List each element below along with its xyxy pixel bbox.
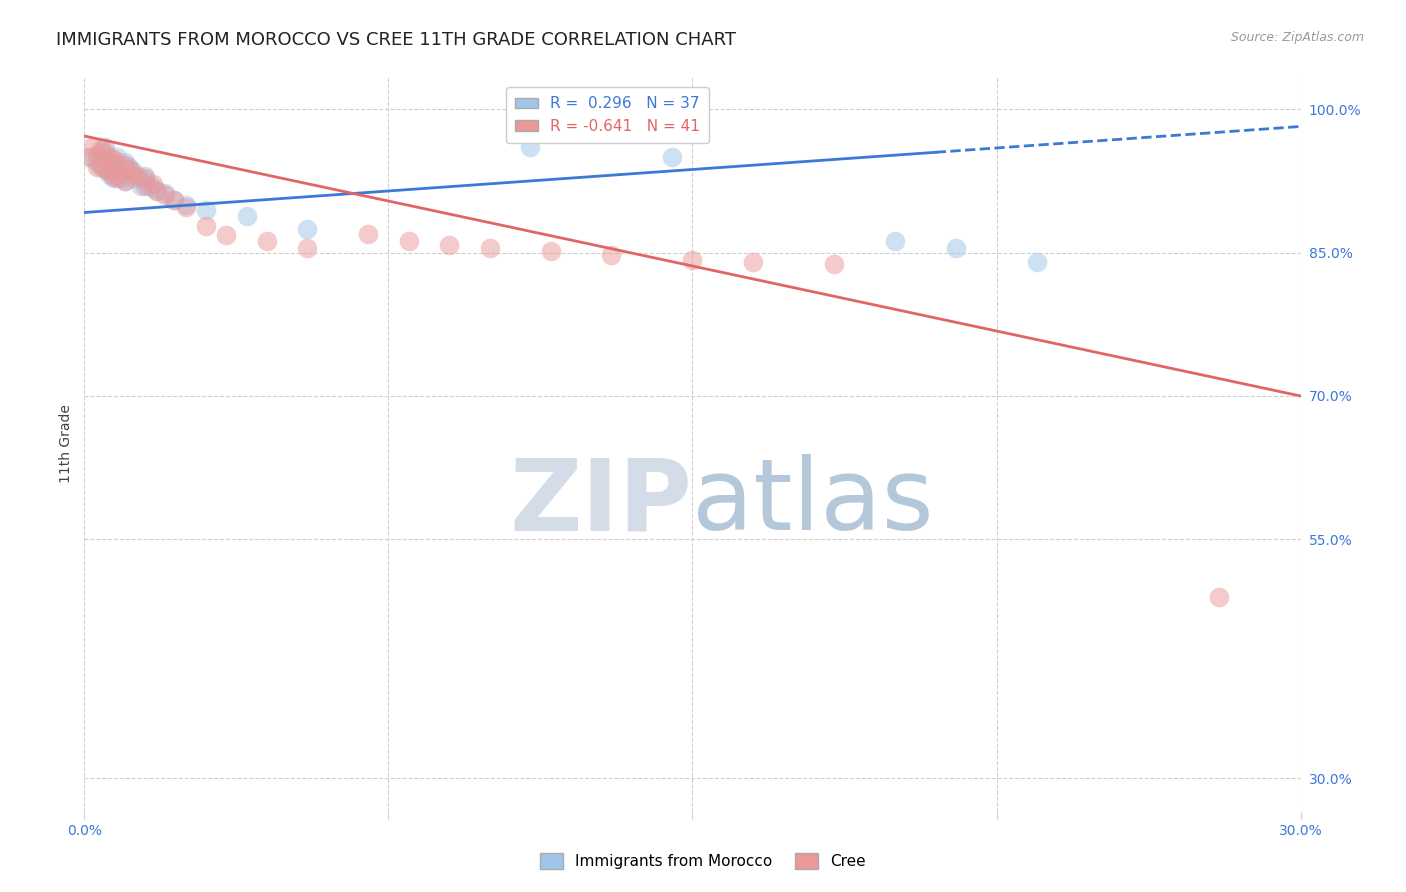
Point bbox=[97, 167, 120, 181]
Point bbox=[884, 234, 907, 248]
Point bbox=[90, 158, 112, 172]
Point bbox=[134, 178, 156, 193]
Point bbox=[90, 160, 112, 174]
Point bbox=[97, 164, 120, 178]
Point bbox=[297, 241, 319, 255]
Point bbox=[194, 219, 218, 233]
Point bbox=[122, 171, 145, 186]
Point bbox=[162, 193, 184, 207]
Point bbox=[1208, 590, 1230, 604]
Point bbox=[105, 154, 128, 169]
Point bbox=[146, 184, 169, 198]
Point bbox=[155, 186, 177, 201]
Y-axis label: 11th Grade: 11th Grade bbox=[59, 404, 73, 483]
Point bbox=[93, 161, 115, 176]
Point bbox=[110, 171, 132, 186]
Point bbox=[118, 161, 141, 176]
Point bbox=[129, 178, 152, 193]
Point bbox=[97, 150, 120, 164]
Point bbox=[114, 174, 136, 188]
Point bbox=[742, 255, 765, 269]
Point bbox=[82, 150, 104, 164]
Point bbox=[101, 158, 124, 172]
Point bbox=[86, 154, 108, 169]
Point bbox=[235, 209, 257, 223]
Point bbox=[134, 174, 156, 188]
Point bbox=[357, 227, 380, 241]
Point bbox=[439, 238, 461, 252]
Point bbox=[600, 247, 623, 261]
Point bbox=[97, 154, 120, 169]
Point bbox=[90, 145, 112, 160]
Point bbox=[162, 193, 184, 207]
Point bbox=[82, 140, 104, 154]
Text: ZIP: ZIP bbox=[509, 454, 693, 551]
Point bbox=[146, 184, 169, 198]
Text: IMMIGRANTS FROM MOROCCO VS CREE 11TH GRADE CORRELATION CHART: IMMIGRANTS FROM MOROCCO VS CREE 11TH GRA… bbox=[56, 31, 737, 49]
Point bbox=[93, 140, 115, 154]
Point bbox=[215, 228, 238, 243]
Legend: Immigrants from Morocco, Cree: Immigrants from Morocco, Cree bbox=[534, 847, 872, 875]
Legend: R =  0.296   N = 37, R = -0.641   N = 41: R = 0.296 N = 37, R = -0.641 N = 41 bbox=[506, 87, 709, 143]
Point bbox=[478, 241, 501, 255]
Point bbox=[823, 257, 845, 271]
Point bbox=[105, 171, 128, 186]
Point bbox=[398, 234, 420, 248]
Point bbox=[93, 152, 115, 166]
Point bbox=[105, 169, 128, 183]
Point bbox=[101, 171, 124, 186]
Point bbox=[110, 164, 132, 178]
Point bbox=[122, 167, 145, 181]
Point bbox=[114, 158, 136, 172]
Point bbox=[142, 180, 165, 194]
Text: atlas: atlas bbox=[693, 454, 934, 551]
Point bbox=[661, 150, 683, 164]
Point bbox=[138, 178, 160, 193]
Point bbox=[101, 152, 124, 166]
Point bbox=[540, 244, 562, 258]
Point bbox=[134, 169, 156, 183]
Point bbox=[174, 200, 197, 214]
Point bbox=[194, 202, 218, 217]
Point bbox=[297, 221, 319, 235]
Point bbox=[519, 140, 541, 154]
Point bbox=[105, 150, 128, 164]
Point bbox=[93, 145, 115, 160]
Point bbox=[174, 198, 197, 212]
Point bbox=[86, 160, 108, 174]
Text: Source: ZipAtlas.com: Source: ZipAtlas.com bbox=[1230, 31, 1364, 45]
Point bbox=[945, 241, 967, 255]
Point bbox=[77, 150, 100, 164]
Point bbox=[682, 253, 704, 268]
Point bbox=[142, 177, 165, 191]
Point bbox=[256, 234, 278, 248]
Point bbox=[90, 142, 112, 156]
Point bbox=[134, 171, 156, 186]
Point bbox=[1026, 255, 1049, 269]
Point bbox=[125, 169, 148, 183]
Point bbox=[93, 161, 115, 176]
Point bbox=[101, 169, 124, 183]
Point bbox=[86, 148, 108, 162]
Point bbox=[118, 160, 141, 174]
Point bbox=[155, 188, 177, 202]
Point bbox=[114, 174, 136, 188]
Point bbox=[114, 154, 136, 169]
Point bbox=[125, 169, 148, 183]
Point bbox=[122, 164, 145, 178]
